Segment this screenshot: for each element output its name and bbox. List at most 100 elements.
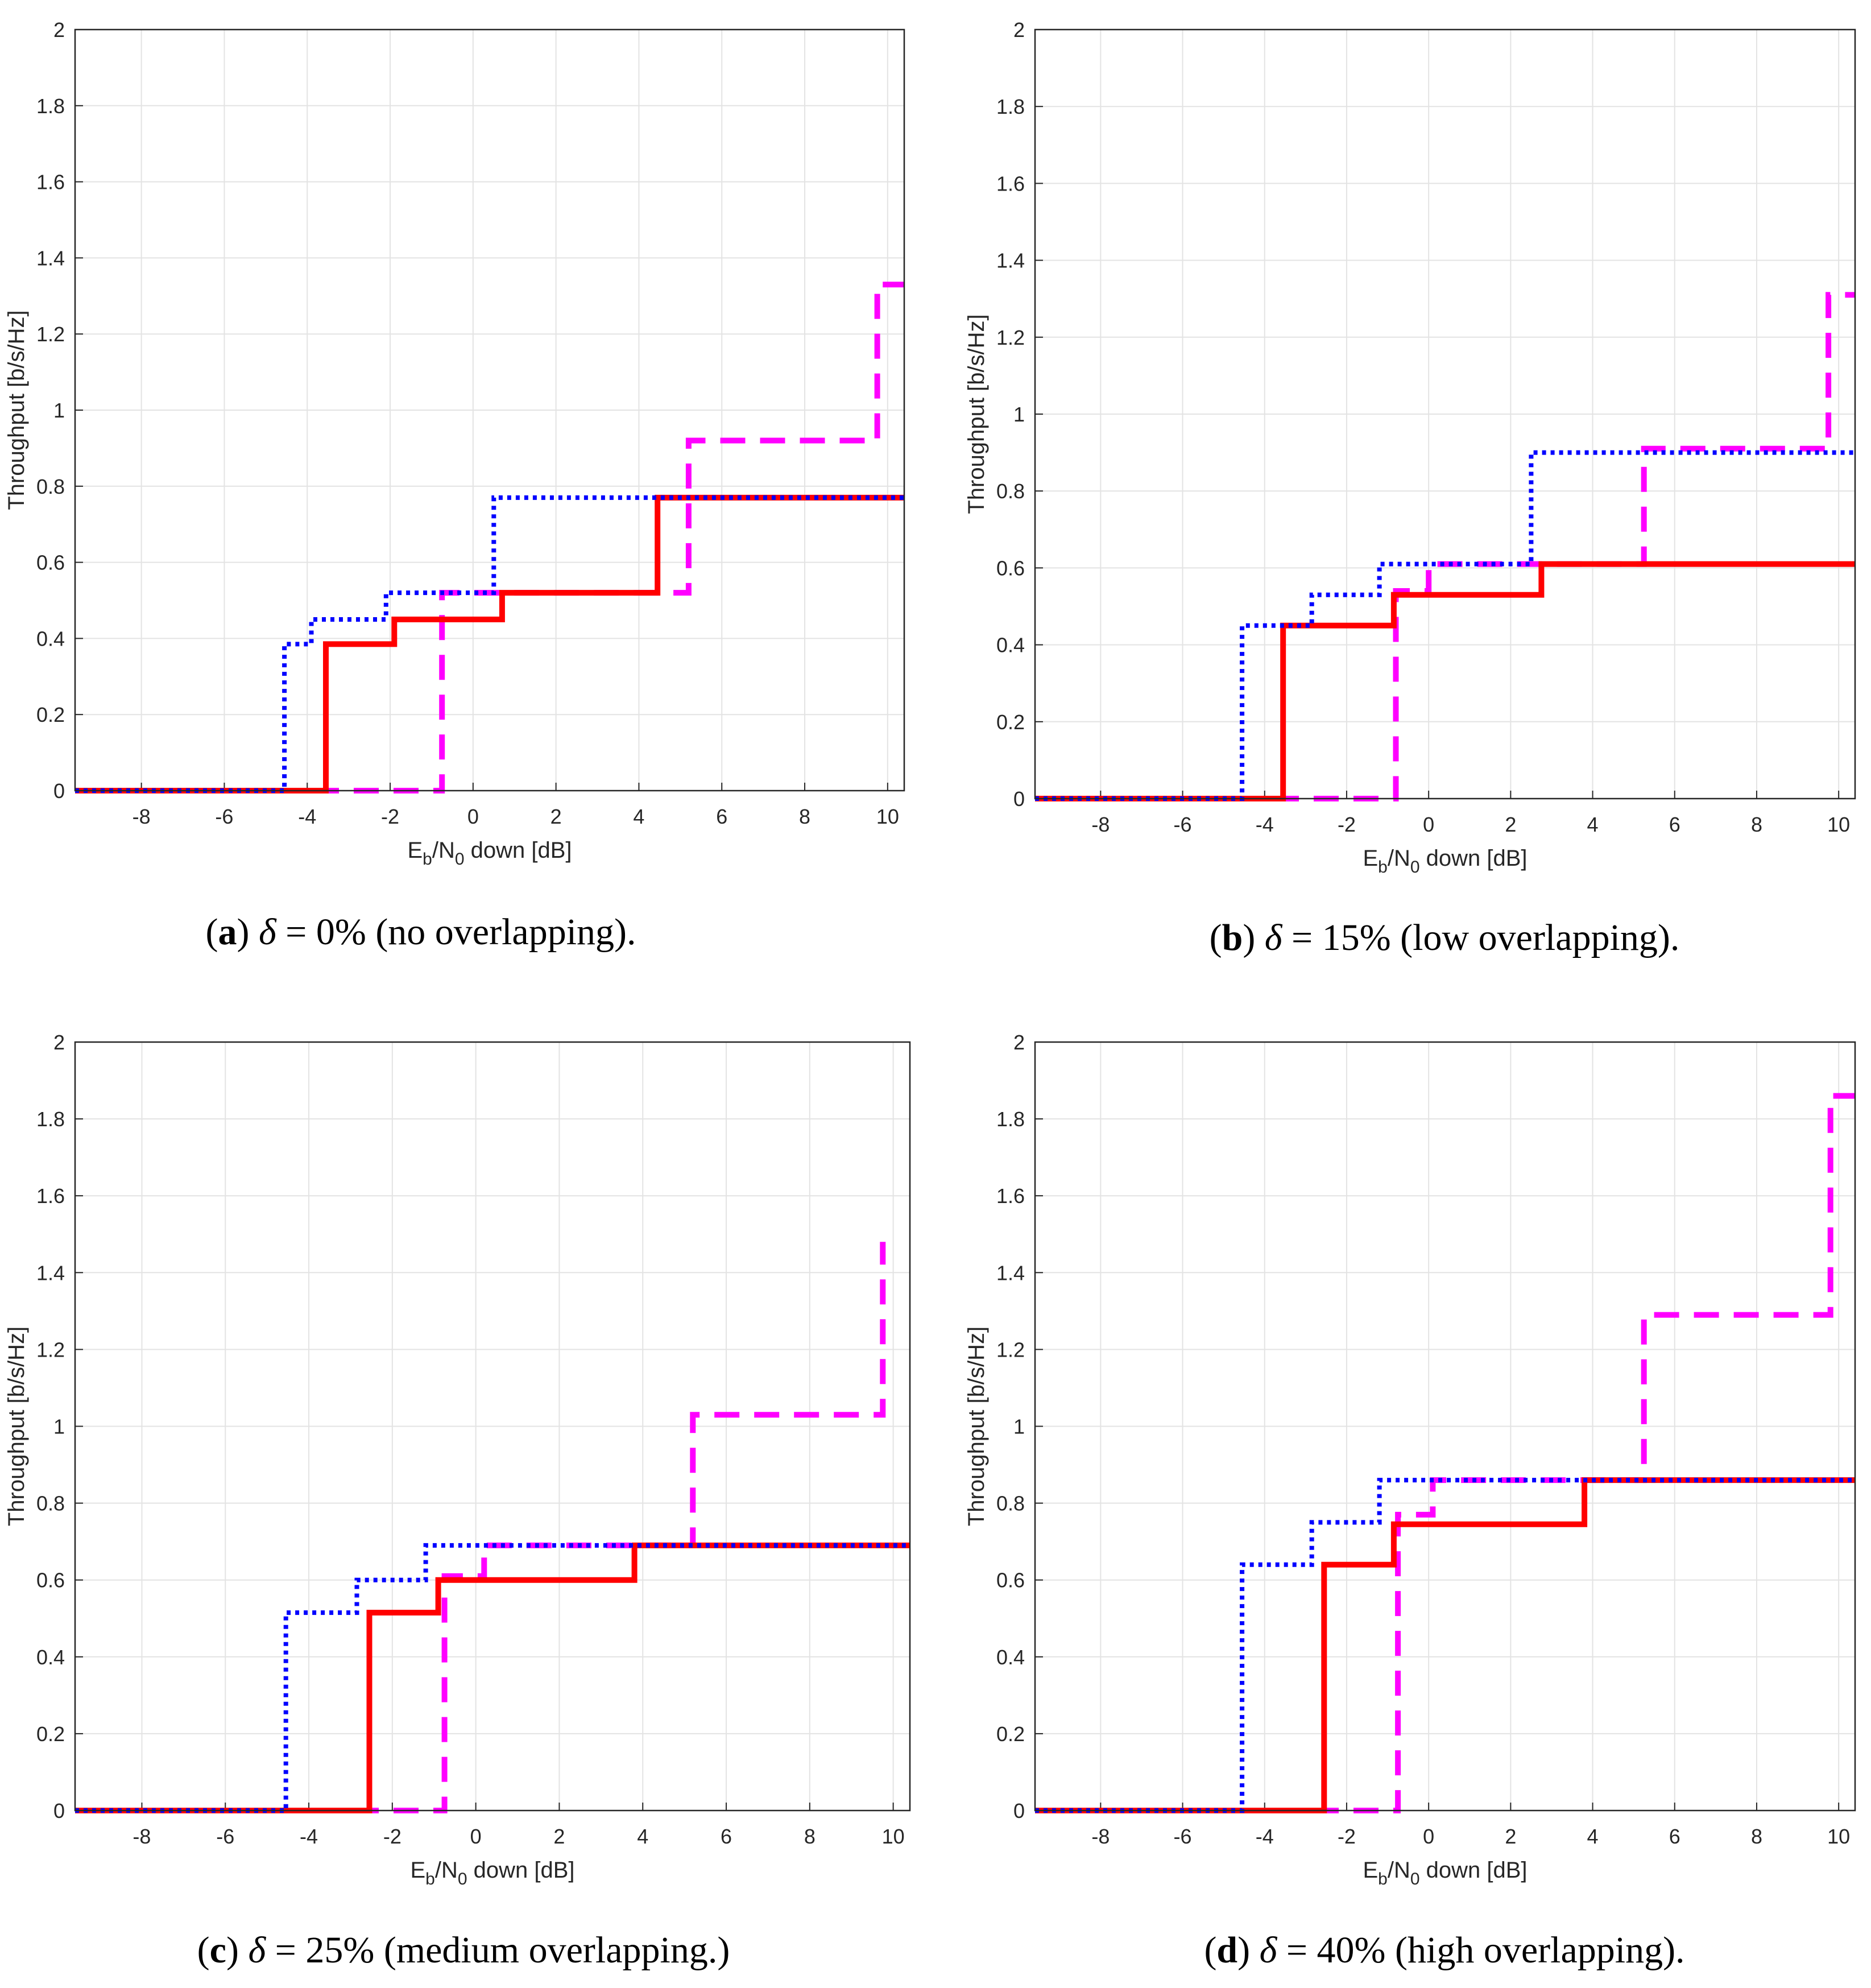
y-tick-label: 1 <box>53 399 65 422</box>
x-tick-label: 2 <box>553 1825 565 1848</box>
x-tick-label: -6 <box>1174 813 1192 836</box>
x-tick-label: 4 <box>633 805 644 828</box>
x-tick-label: 8 <box>799 805 810 828</box>
series-magenta-dashed <box>1035 1093 1855 1813</box>
panel-c: -8 -6 -4 -2 0 2 4 6 8 10 0 0.2 0.4 0.6 0.8 1 1.2 1.4 1.6 1.… <box>4 1031 911 1971</box>
x-tick-label: 10 <box>1827 813 1850 836</box>
x-tick-label: 8 <box>804 1825 816 1848</box>
panel-b: -8 -6 -4 -2 0 2 4 6 8 10 0 0.2 0.4 0.6 0.8 1 1.2 1.4 1.6 1.… <box>964 18 1856 958</box>
y-tick-label: 0.2 <box>996 1722 1025 1746</box>
series-blue-dotted <box>1035 1478 1855 1813</box>
x-tick-label: -2 <box>383 1825 401 1848</box>
x-tick-label: 0 <box>1423 1825 1434 1848</box>
x-tick-label: -8 <box>133 805 151 828</box>
y-tick-label: 1 <box>53 1415 65 1439</box>
x-axis-label: Eb/N0 down [dB] <box>407 838 572 869</box>
y-tick-label: 0.8 <box>36 475 65 498</box>
series-blue-dotted <box>1035 450 1855 801</box>
panel-caption: (b) δ = 15% (low overlapping). <box>1210 917 1680 958</box>
x-axis-label: Eb/N0 down [dB] <box>410 1858 574 1888</box>
x-tick-label: 6 <box>1669 813 1680 836</box>
y-tick-label: 1.6 <box>996 172 1025 195</box>
x-tick-label: -4 <box>298 805 316 828</box>
y-tick-label: 1.6 <box>996 1184 1025 1208</box>
series-red-solid <box>75 1542 910 1813</box>
y-axis-label: Throughput [b/s/Hz] <box>4 1326 29 1526</box>
x-tick-label: 2 <box>550 805 562 828</box>
y-axis-label: Throughput [b/s/Hz] <box>964 1326 989 1526</box>
x-tick-label: 8 <box>1751 813 1762 836</box>
x-tick-label: 4 <box>1587 1825 1599 1848</box>
axes-box <box>74 28 905 792</box>
y-tick-label: 1 <box>1013 403 1025 426</box>
series-red-solid <box>75 494 904 793</box>
x-tick-label: 6 <box>721 1825 732 1848</box>
y-tick-label: 2 <box>53 1031 65 1054</box>
x-tick-label: 6 <box>1669 1825 1680 1848</box>
y-axis-label: Throughput [b/s/Hz] <box>4 310 29 510</box>
panel-a: -8 -6 -4 -2 0 2 4 6 8 10 0 0.2 0.4 0.6 0.8 1 1.2 1.4 1.6 1.… <box>4 18 905 953</box>
panel-caption: (d) δ = 40% (high overlapping). <box>1204 1929 1684 1971</box>
x-axis-label: Eb/N0 down [dB] <box>1363 1858 1527 1888</box>
x-tick-label: -8 <box>133 1825 151 1848</box>
x-tick-label: 0 <box>467 805 479 828</box>
series-red-solid <box>1035 1477 1855 1813</box>
y-tick-label: 0 <box>1013 787 1025 811</box>
series-magenta-dashed <box>1035 292 1855 801</box>
y-tick-label: 1.8 <box>36 1107 65 1131</box>
y-tick-label: 0.4 <box>996 1646 1025 1669</box>
y-tick-label: 2 <box>1013 1031 1025 1054</box>
x-tick-label: 2 <box>1505 1825 1516 1848</box>
y-tick-label: 1.6 <box>36 1184 65 1208</box>
x-tick-label: 0 <box>470 1825 482 1848</box>
y-tick-label: 1.2 <box>996 326 1025 349</box>
x-tick-label: -8 <box>1091 813 1110 836</box>
x-tick-label: 2 <box>1505 813 1516 836</box>
y-tick-label: 0.6 <box>36 551 65 575</box>
y-tick-label: 2 <box>1013 18 1025 42</box>
y-tick-label: 1.4 <box>36 246 65 270</box>
x-tick-label: 10 <box>1827 1825 1850 1848</box>
x-tick-label: 10 <box>876 805 899 828</box>
x-tick-label: -8 <box>1091 1825 1110 1848</box>
y-tick-label: 1.8 <box>996 95 1025 118</box>
x-tick-label: 6 <box>716 805 727 828</box>
axes-box <box>1034 1041 1856 1812</box>
x-tick-label: -2 <box>1338 813 1356 836</box>
y-tick-label: 0.2 <box>36 703 65 726</box>
x-tick-label: -6 <box>1174 1825 1192 1848</box>
y-tick-label: 1.2 <box>36 323 65 346</box>
x-tick-label: -2 <box>1338 1825 1356 1848</box>
y-axis-label: Throughput [b/s/Hz] <box>964 314 989 514</box>
y-tick-label: 1.2 <box>36 1338 65 1361</box>
y-tick-label: 0.4 <box>36 627 65 650</box>
x-tick-label: -2 <box>381 805 399 828</box>
y-tick-label: 0.8 <box>36 1492 65 1515</box>
y-tick-label: 0.2 <box>996 710 1025 734</box>
series-magenta-dashed <box>75 1242 886 1813</box>
axes-box <box>74 1041 911 1812</box>
y-tick-label: 0.6 <box>996 1569 1025 1592</box>
x-tick-label: 0 <box>1423 813 1434 836</box>
y-tick-label: 1.2 <box>996 1338 1025 1361</box>
x-tick-label: -4 <box>1256 1825 1274 1848</box>
y-tick-label: 0.4 <box>996 634 1025 657</box>
axes-box <box>1034 28 1856 800</box>
x-tick-label: 4 <box>1587 813 1599 836</box>
y-tick-label: 0.2 <box>36 1722 65 1746</box>
x-axis-label: Eb/N0 down [dB] <box>1363 846 1527 877</box>
y-tick-label: 0 <box>53 1799 65 1822</box>
y-tick-label: 1.4 <box>36 1261 65 1284</box>
x-tick-label: -4 <box>300 1825 318 1848</box>
panel-caption: (a) δ = 0% (no overlapping). <box>205 911 636 953</box>
y-tick-label: 0.4 <box>36 1646 65 1669</box>
y-tick-label: 2 <box>53 18 65 42</box>
series-blue-dotted <box>75 495 904 793</box>
y-tick-label: 0 <box>1013 1799 1025 1822</box>
panel-d: -8 -6 -4 -2 0 2 4 6 8 10 0 0.2 0.4 0.6 0.8 1 1.2 1.4 1.6 1.… <box>964 1031 1856 1971</box>
y-tick-label: 0.8 <box>996 1492 1025 1515</box>
y-tick-label: 1.4 <box>996 1261 1025 1284</box>
x-tick-label: -4 <box>1256 813 1274 836</box>
series-magenta-dashed <box>75 282 904 793</box>
